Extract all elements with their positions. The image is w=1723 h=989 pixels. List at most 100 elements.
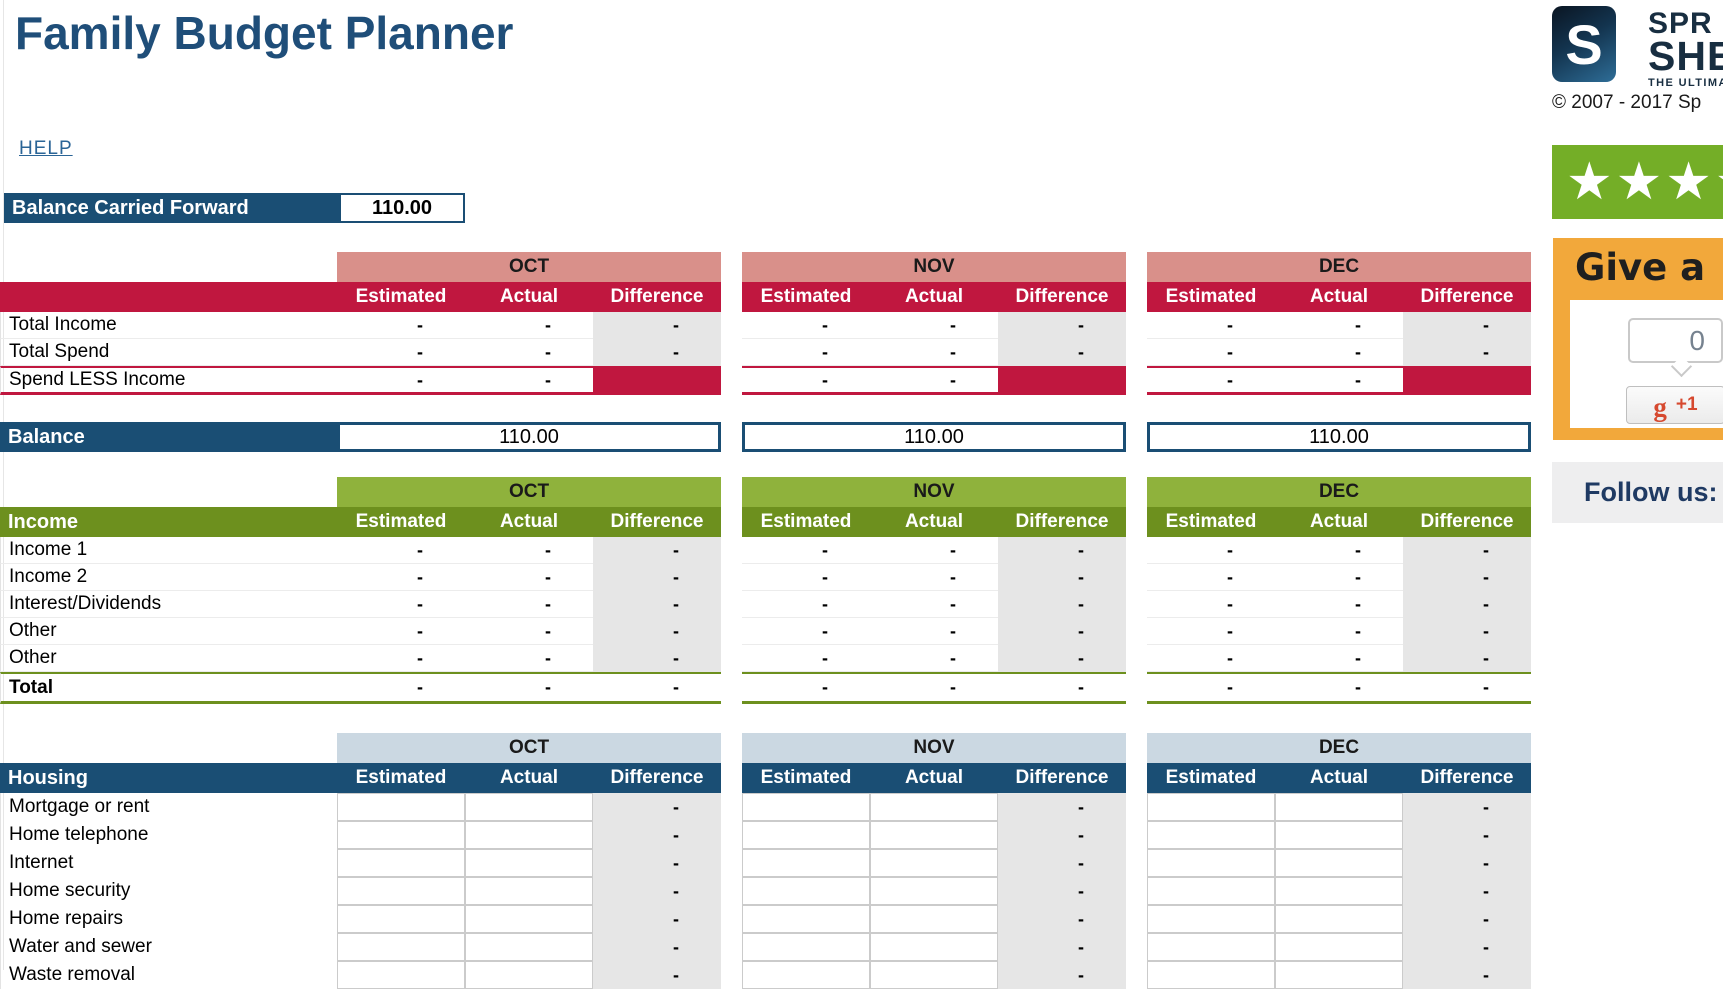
actual-input-housing-oct[interactable] bbox=[465, 821, 593, 849]
col-header-summary-dec-difference: Difference bbox=[1403, 282, 1531, 312]
estimated-input-housing-nov[interactable] bbox=[742, 961, 870, 989]
actual-input-housing-oct[interactable] bbox=[465, 877, 593, 905]
actual-input-housing-dec[interactable] bbox=[1275, 933, 1403, 961]
column-gap bbox=[721, 312, 742, 339]
column-gap bbox=[1126, 821, 1147, 849]
estimated-input-housing-nov[interactable] bbox=[742, 821, 870, 849]
estimated-input-housing-dec[interactable] bbox=[1147, 905, 1275, 933]
estimated-input-housing-dec[interactable] bbox=[1147, 793, 1275, 821]
estimated-input-housing-oct[interactable] bbox=[337, 849, 465, 877]
difference-cell-housing-oct: - bbox=[593, 877, 721, 905]
actual-input-housing-oct[interactable] bbox=[465, 849, 593, 877]
column-gap bbox=[1126, 933, 1147, 961]
google-plus-one-button[interactable]: g +1 bbox=[1626, 386, 1723, 424]
estimated-cell-income-dec: - bbox=[1147, 618, 1275, 645]
col-header-housing-oct-estimated: Estimated bbox=[337, 763, 465, 793]
row-label-other: Other bbox=[0, 618, 337, 645]
estimated-cell-income-dec: - bbox=[1147, 537, 1275, 564]
difference-cell-housing-dec: - bbox=[1403, 961, 1531, 989]
column-gap bbox=[1126, 507, 1147, 537]
star-icons[interactable]: ★★★★ bbox=[1566, 152, 1723, 212]
estimated-input-housing-oct[interactable] bbox=[337, 793, 465, 821]
month-band-spacer bbox=[0, 477, 337, 507]
section-label-housing: Housing bbox=[0, 763, 337, 793]
estimated-input-housing-nov[interactable] bbox=[742, 877, 870, 905]
difference-cell-housing-oct: - bbox=[593, 849, 721, 877]
actual-cell-summary-dec: - bbox=[1275, 312, 1403, 339]
difference-cell-housing-dec: - bbox=[1403, 821, 1531, 849]
table-row-waste-removal: Waste removal - - - bbox=[0, 961, 1531, 989]
estimated-input-housing-oct[interactable] bbox=[337, 933, 465, 961]
table-row-income-2: Income 2--------- bbox=[0, 564, 1531, 591]
difference-cell-housing-oct: - bbox=[593, 933, 721, 961]
estimated-input-housing-nov[interactable] bbox=[742, 905, 870, 933]
actual-input-housing-dec[interactable] bbox=[1275, 961, 1403, 989]
estimated-input-housing-nov[interactable] bbox=[742, 793, 870, 821]
estimated-cell-income-nov: - bbox=[742, 537, 870, 564]
difference-cell-income-nov: - bbox=[998, 591, 1126, 618]
column-gap bbox=[1126, 312, 1147, 339]
difference-cell-income-oct: - bbox=[593, 645, 721, 672]
column-gap bbox=[721, 849, 742, 877]
actual-input-housing-nov[interactable] bbox=[870, 877, 998, 905]
table-row-total: Total - - - - - - - - - bbox=[0, 672, 1531, 704]
estimated-input-housing-dec[interactable] bbox=[1147, 821, 1275, 849]
month-header-housing-nov: NOV bbox=[742, 733, 1126, 763]
actual-input-housing-nov[interactable] bbox=[870, 793, 998, 821]
estimated-cell-summary-oct: - bbox=[337, 366, 465, 395]
help-link[interactable]: HELP bbox=[19, 138, 73, 159]
estimated-input-housing-oct[interactable] bbox=[337, 961, 465, 989]
actual-input-housing-dec[interactable] bbox=[1275, 877, 1403, 905]
follow-us-label: Follow us: bbox=[1584, 477, 1718, 507]
difference-cell-housing-oct: - bbox=[593, 821, 721, 849]
col-header-income-oct-difference: Difference bbox=[593, 507, 721, 537]
estimated-input-housing-oct[interactable] bbox=[337, 905, 465, 933]
estimated-cell-income-dec: - bbox=[1147, 564, 1275, 591]
difference-cell-summary-oct bbox=[593, 366, 721, 395]
star-rating-widget[interactable]: ★★★★ bbox=[1552, 145, 1723, 219]
estimated-input-housing-nov[interactable] bbox=[742, 933, 870, 961]
actual-cell-income-nov: - bbox=[870, 618, 998, 645]
column-gap bbox=[721, 733, 742, 763]
actual-input-housing-oct[interactable] bbox=[465, 961, 593, 989]
row-label-home-security: Home security bbox=[0, 877, 337, 905]
actual-input-housing-oct[interactable] bbox=[465, 933, 593, 961]
balance-label: Balance bbox=[0, 422, 337, 452]
column-gap bbox=[1126, 905, 1147, 933]
column-gap bbox=[1126, 252, 1147, 282]
summary-header-row: Estimated Actual Difference Estimated Actual… bbox=[0, 282, 1531, 312]
estimated-input-housing-oct[interactable] bbox=[337, 821, 465, 849]
actual-input-housing-dec[interactable] bbox=[1275, 849, 1403, 877]
actual-input-housing-dec[interactable] bbox=[1275, 793, 1403, 821]
column-gap bbox=[1126, 849, 1147, 877]
total-estimated-nov: - bbox=[742, 672, 870, 704]
income-month-band: OCT NOV DEC bbox=[0, 477, 1531, 507]
difference-cell-income-nov: - bbox=[998, 618, 1126, 645]
row-label-internet: Internet bbox=[0, 849, 337, 877]
actual-input-housing-dec[interactable] bbox=[1275, 905, 1403, 933]
estimated-input-housing-oct[interactable] bbox=[337, 877, 465, 905]
month-band-spacer bbox=[0, 252, 337, 282]
estimated-input-housing-nov[interactable] bbox=[742, 849, 870, 877]
actual-input-housing-dec[interactable] bbox=[1275, 821, 1403, 849]
estimated-input-housing-dec[interactable] bbox=[1147, 877, 1275, 905]
actual-input-housing-nov[interactable] bbox=[870, 905, 998, 933]
row-label-total-spend: Total Spend bbox=[0, 339, 337, 366]
actual-input-housing-nov[interactable] bbox=[870, 821, 998, 849]
estimated-input-housing-dec[interactable] bbox=[1147, 933, 1275, 961]
actual-input-housing-oct[interactable] bbox=[465, 793, 593, 821]
estimated-input-housing-dec[interactable] bbox=[1147, 849, 1275, 877]
actual-input-housing-nov[interactable] bbox=[870, 961, 998, 989]
actual-input-housing-nov[interactable] bbox=[870, 933, 998, 961]
actual-input-housing-oct[interactable] bbox=[465, 905, 593, 933]
estimated-input-housing-dec[interactable] bbox=[1147, 961, 1275, 989]
actual-cell-summary-oct: - bbox=[465, 339, 593, 366]
total-actual-nov: - bbox=[870, 672, 998, 704]
column-gap bbox=[1126, 591, 1147, 618]
column-gap bbox=[721, 763, 742, 793]
actual-input-housing-nov[interactable] bbox=[870, 849, 998, 877]
difference-cell-summary-dec: - bbox=[1403, 339, 1531, 366]
column-gap bbox=[1126, 366, 1147, 395]
balance-carried-forward-value[interactable]: 110.00 bbox=[341, 195, 463, 221]
plus-one-counter: 0 bbox=[1628, 318, 1723, 363]
